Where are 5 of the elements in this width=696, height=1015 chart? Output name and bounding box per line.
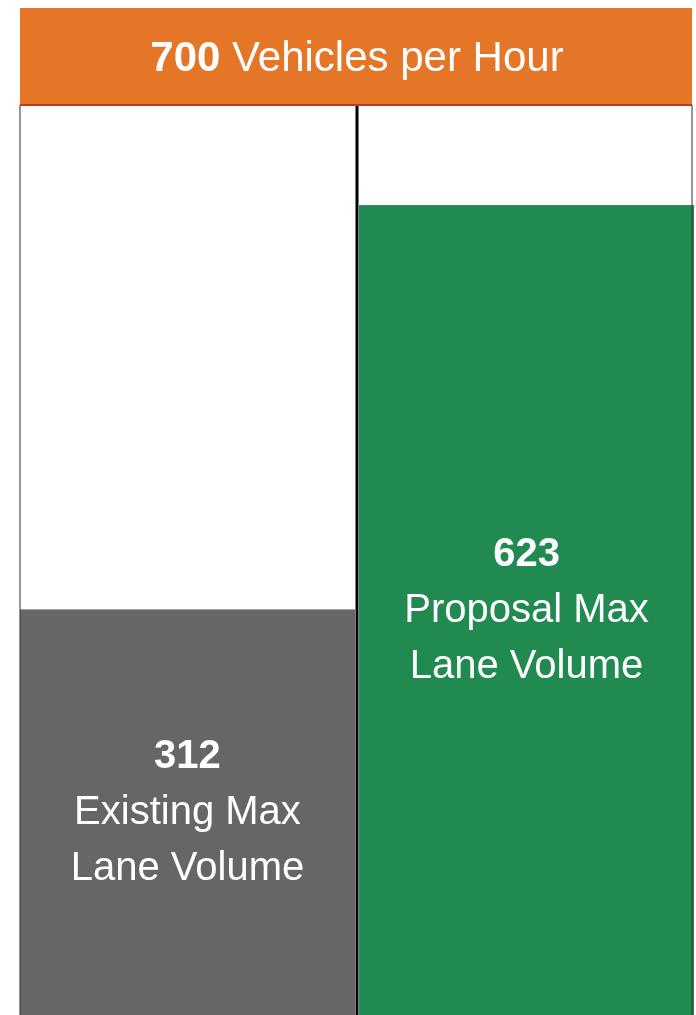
data-label: 623 <box>493 530 560 575</box>
ref-line-label: 700 Vehicles per Hour <box>150 33 564 80</box>
data-label: 312 <box>154 732 221 777</box>
x-tick-label: Proposal Max Lane Volume <box>404 586 649 687</box>
x-tick-label: Existing Max Lane Volume <box>70 788 305 889</box>
